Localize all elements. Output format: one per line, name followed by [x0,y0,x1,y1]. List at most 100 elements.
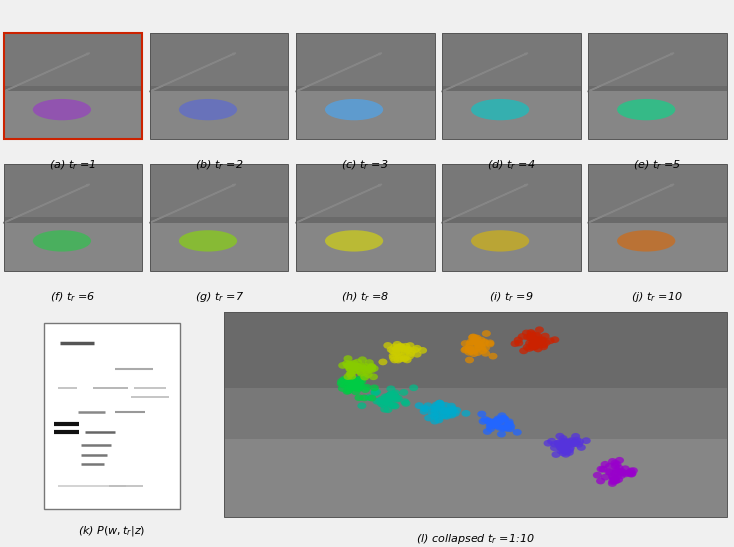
FancyArrow shape [442,53,528,92]
Circle shape [364,366,374,373]
Circle shape [476,336,485,344]
Circle shape [566,438,575,445]
Circle shape [385,394,393,401]
Circle shape [487,419,496,426]
Ellipse shape [179,230,237,252]
Circle shape [550,441,559,447]
Circle shape [442,413,451,420]
Circle shape [486,426,495,432]
Circle shape [522,329,531,336]
Circle shape [498,417,508,424]
Circle shape [359,365,368,371]
Text: (d) $t_r$ =4: (d) $t_r$ =4 [487,159,535,172]
Text: (c) $t_r$ =3: (c) $t_r$ =3 [341,159,389,172]
Circle shape [338,385,347,392]
Circle shape [357,370,366,377]
Circle shape [487,422,496,429]
Circle shape [379,399,388,405]
Circle shape [608,458,617,465]
Circle shape [415,402,424,409]
Circle shape [385,395,393,402]
Circle shape [561,442,570,449]
Circle shape [621,465,630,472]
Circle shape [559,450,567,456]
Circle shape [391,393,400,400]
Circle shape [349,368,357,375]
Circle shape [354,363,363,370]
Circle shape [465,344,474,350]
Circle shape [533,337,542,344]
Circle shape [465,346,473,353]
Circle shape [531,342,540,349]
Circle shape [495,417,504,424]
FancyBboxPatch shape [442,91,581,139]
Circle shape [410,346,419,353]
Circle shape [495,424,504,430]
Circle shape [356,368,365,375]
Circle shape [598,466,608,473]
Circle shape [429,413,439,420]
Circle shape [344,373,352,380]
Circle shape [621,470,630,478]
Circle shape [363,371,373,378]
Circle shape [344,382,353,389]
Circle shape [469,334,478,340]
Circle shape [406,350,415,357]
Circle shape [471,339,480,346]
Circle shape [600,474,610,481]
FancyBboxPatch shape [224,431,727,517]
Circle shape [352,363,361,370]
FancyBboxPatch shape [442,164,581,271]
Circle shape [504,421,513,427]
Circle shape [461,340,470,347]
Circle shape [479,347,487,354]
Circle shape [605,463,614,470]
Ellipse shape [471,230,529,252]
Circle shape [405,353,414,359]
Circle shape [404,346,413,353]
Circle shape [440,412,449,419]
Circle shape [395,344,404,351]
Circle shape [550,444,559,451]
Circle shape [481,350,490,357]
Circle shape [381,393,390,400]
Circle shape [492,419,501,426]
FancyBboxPatch shape [4,223,142,271]
Circle shape [393,344,402,351]
Circle shape [401,355,410,362]
Circle shape [547,438,556,445]
Circle shape [379,359,388,365]
Circle shape [407,348,416,354]
Circle shape [467,338,476,345]
Circle shape [487,421,495,428]
Circle shape [380,406,389,412]
Circle shape [360,394,368,401]
Circle shape [488,353,498,359]
Circle shape [355,382,364,389]
Circle shape [534,346,542,352]
Circle shape [372,398,382,405]
Circle shape [383,399,393,405]
Circle shape [481,345,490,352]
Circle shape [490,418,498,425]
Circle shape [357,378,366,385]
Circle shape [357,363,366,370]
Circle shape [506,426,515,432]
Circle shape [435,404,444,410]
Circle shape [351,385,360,391]
FancyBboxPatch shape [442,223,581,271]
Circle shape [556,433,564,440]
Circle shape [359,374,368,380]
Circle shape [606,469,615,476]
FancyBboxPatch shape [588,223,727,271]
Circle shape [344,387,353,394]
Circle shape [469,339,478,345]
Circle shape [396,356,404,362]
Circle shape [383,342,393,349]
FancyBboxPatch shape [4,33,142,86]
Circle shape [409,385,418,391]
Circle shape [528,344,537,351]
Circle shape [556,444,564,450]
FancyBboxPatch shape [588,33,727,139]
Circle shape [468,348,477,354]
